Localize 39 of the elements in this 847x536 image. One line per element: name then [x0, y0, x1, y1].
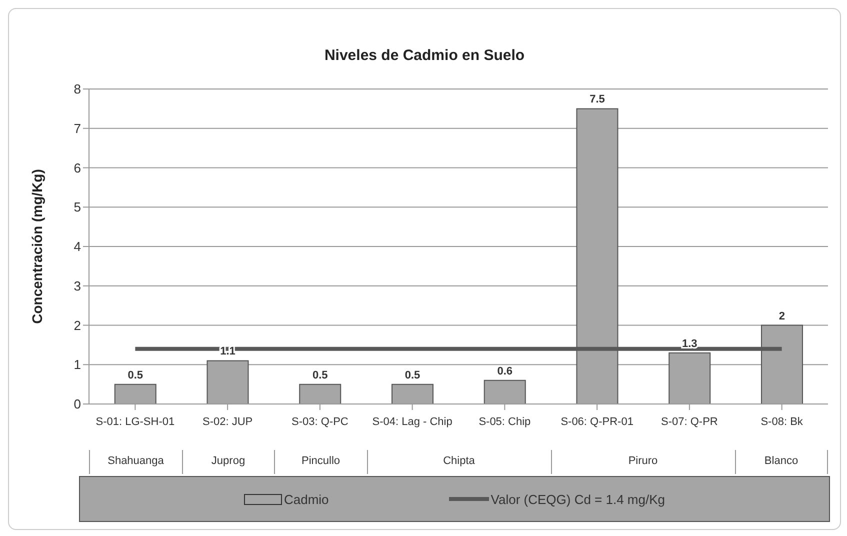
data-label: 0.5 — [404, 369, 420, 382]
text: Shahuanga — [89, 450, 182, 474]
y-tick-label: 0 — [74, 396, 81, 412]
text: Pincullo — [274, 450, 366, 474]
text: Juprog — [182, 450, 274, 474]
x-tick-label: S-08: Bk — [760, 415, 804, 430]
y-tick-label: 4 — [74, 239, 81, 254]
x-tick-label: S-07: Q-PR — [660, 415, 719, 430]
x-tick-label: S-04: Lag - Chip — [371, 415, 454, 430]
y-tick-label: 6 — [74, 160, 81, 176]
data-label: 1.3 — [682, 338, 698, 350]
x-tick-label: S-02: JUP — [201, 415, 254, 430]
x-tick-label: S-01: LG-SH-01 — [94, 415, 176, 430]
data-label: 0.5 — [312, 369, 328, 382]
y-axis-title: Concentración (mg/Kg) — [28, 169, 45, 324]
y-tick-label: 8 — [74, 82, 81, 97]
y-tick-label: 2 — [74, 318, 81, 333]
text: Blanco — [734, 450, 828, 474]
data-label: 0.6 — [497, 365, 513, 378]
data-label: 2 — [778, 310, 786, 322]
text: Chipta — [366, 450, 550, 474]
y-tick-label: 3 — [74, 278, 81, 294]
legend-label: Cadmio — [282, 492, 329, 506]
data-label: 7.5 — [590, 94, 605, 106]
chart-title: Niveles de Cadmio en Suelo — [323, 47, 526, 64]
bar — [299, 384, 342, 404]
text: Piruro — [550, 450, 734, 474]
data-label: 0.5 — [128, 369, 144, 382]
bar — [391, 384, 434, 404]
x-tick-label: S-06: Q-PR-01 — [560, 415, 634, 430]
x-tick-label: S-03: Q-PC — [290, 415, 350, 430]
bar — [114, 384, 156, 404]
y-tick-label: 7 — [74, 120, 81, 136]
y-tick-label: 1 — [74, 357, 81, 372]
x-tick-label: S-05: Chip — [478, 415, 532, 430]
bar — [484, 380, 526, 404]
bar — [206, 360, 249, 404]
y-tick-label: 5 — [74, 200, 81, 215]
legend-label: Valor (CEQG) Cd = 1.4 mg/Kg — [490, 492, 666, 506]
